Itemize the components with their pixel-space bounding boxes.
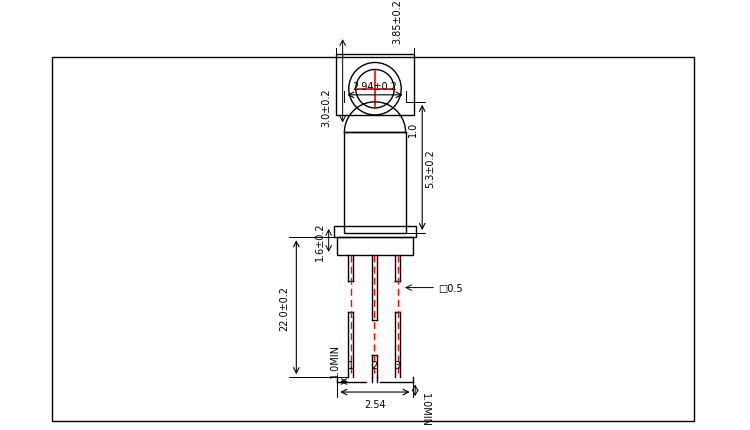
Text: 3.0±0.2: 3.0±0.2 bbox=[321, 88, 332, 126]
Text: 1.0MIN: 1.0MIN bbox=[330, 343, 340, 377]
Bar bbox=[336, 55, 414, 116]
Text: 1.0MIN: 1.0MIN bbox=[419, 392, 430, 426]
Bar bbox=[334, 227, 416, 238]
Bar bbox=[344, 133, 406, 233]
Text: 1.6±0.2: 1.6±0.2 bbox=[315, 221, 325, 260]
Text: □0.5: □0.5 bbox=[438, 283, 463, 293]
Text: 3.85±0.2: 3.85±0.2 bbox=[392, 0, 403, 44]
Text: 2.54: 2.54 bbox=[364, 399, 386, 409]
Text: 2: 2 bbox=[371, 360, 377, 370]
Text: 22.0±0.2: 22.0±0.2 bbox=[279, 285, 290, 330]
Bar bbox=[338, 238, 412, 255]
Text: 1.0: 1.0 bbox=[408, 121, 419, 136]
Text: 2.94±0.2: 2.94±0.2 bbox=[352, 82, 398, 92]
Text: 5.3±0.2: 5.3±0.2 bbox=[424, 149, 435, 187]
Text: 1: 1 bbox=[347, 360, 353, 370]
Text: 3: 3 bbox=[394, 360, 400, 370]
